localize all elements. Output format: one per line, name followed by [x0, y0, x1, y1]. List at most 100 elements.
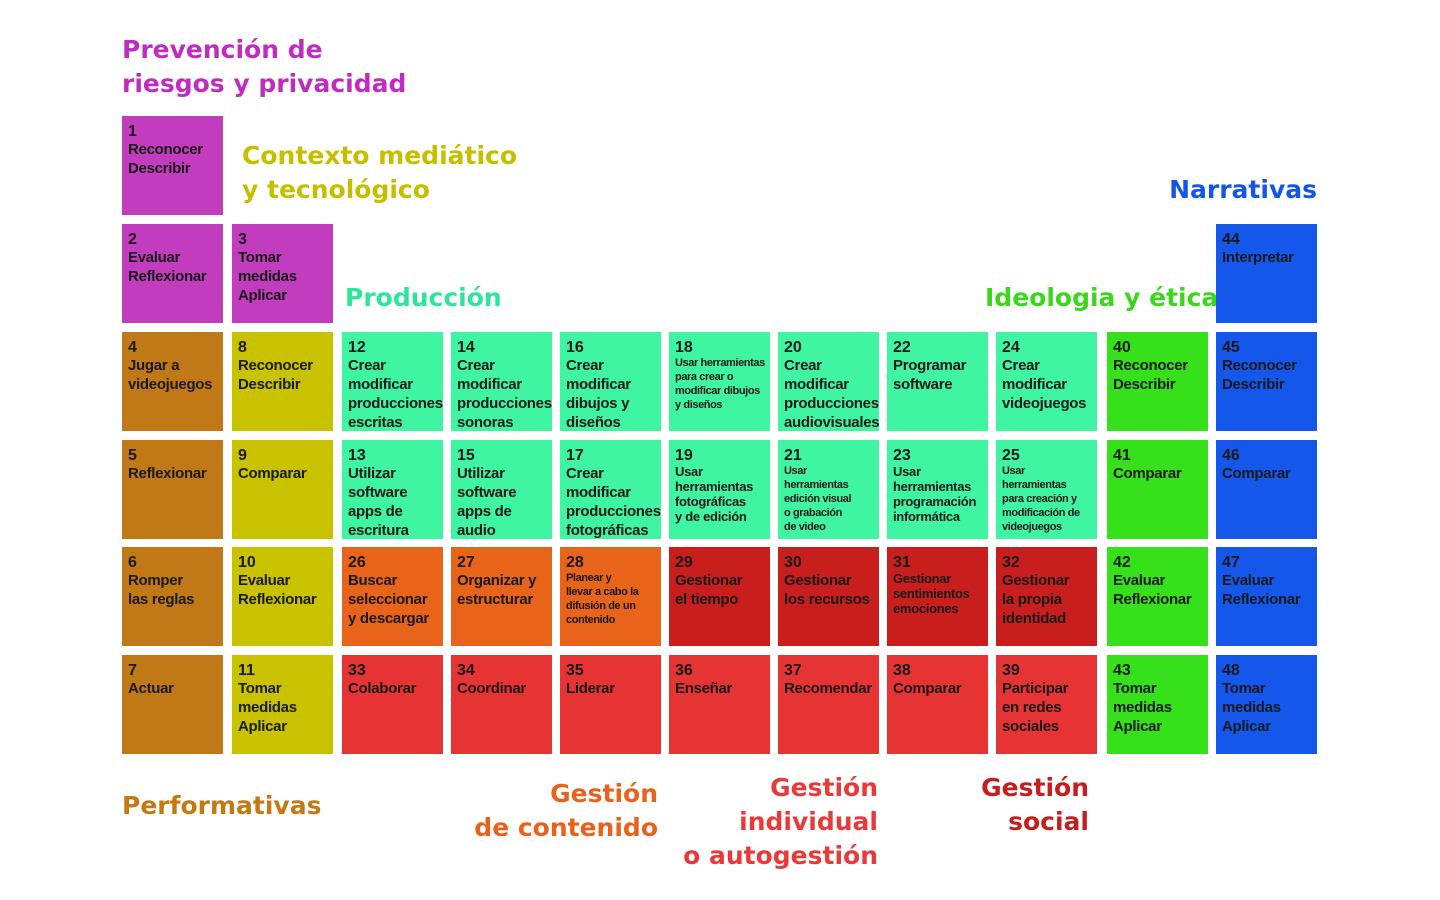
- cell-10: 10 Evaluar Reflexionar: [232, 547, 333, 646]
- cell-text: Usar herramientas programación informáti…: [893, 464, 977, 524]
- cell-18: 18 Usar herramientas para crear o modific…: [669, 332, 770, 431]
- cell-number: 6: [128, 554, 137, 571]
- cell-text: Colaborar: [348, 680, 417, 697]
- cell-text: Crear modificar producciones sonoras: [457, 357, 552, 431]
- cell-4: 4 Jugar a videojuegos: [122, 332, 223, 431]
- cell-29: 29 Gestionar el tiempo: [669, 547, 770, 646]
- cell-text: Gestionar el tiempo: [675, 572, 743, 608]
- category-label-gestion-contenido: Gestión de contenido: [474, 779, 658, 842]
- category-label-ideologia: Ideologia y ética: [985, 283, 1219, 312]
- cell-33: 33 Colaborar: [342, 655, 443, 754]
- cell-30: 30 Gestionar los recursos: [778, 547, 879, 646]
- category-label-gestion-social: Gestión social: [981, 773, 1089, 836]
- cell-44: 44 Interpretar: [1216, 224, 1317, 323]
- cell-number: 29: [675, 554, 693, 571]
- cell-number: 19: [675, 447, 693, 464]
- cell-number: 38: [893, 662, 911, 679]
- cell-48: 48 Tomar medidas Aplicar: [1216, 655, 1317, 754]
- cell-13: 13 Utilizar software apps de escritura: [342, 440, 443, 539]
- cell-20: 20 Crear modificar producciones audiovisu…: [778, 332, 879, 431]
- cell-39: 39 Participar en redes sociales: [996, 655, 1097, 754]
- cell-number: 32: [1002, 554, 1020, 571]
- cell-3: 3 Tomar medidas Aplicar: [232, 224, 333, 323]
- cell-number: 43: [1113, 662, 1131, 679]
- cell-number: 34: [457, 662, 475, 679]
- cell-number: 12: [348, 339, 366, 356]
- cell-42: 42 Evaluar Reflexionar: [1107, 547, 1208, 646]
- cell-text: Crear modificar producciones audiovisual…: [784, 357, 879, 431]
- cell-number: 22: [893, 339, 911, 356]
- cell-35: 35 Liderar: [560, 655, 661, 754]
- cell-text: Evaluar Reflexionar: [1113, 572, 1192, 608]
- cell-number: 8: [238, 339, 247, 356]
- cell-number: 48: [1222, 662, 1240, 679]
- cell-8: 8 Reconocer Describir: [232, 332, 333, 431]
- cell-number: 5: [128, 447, 137, 464]
- cell-number: 46: [1222, 447, 1240, 464]
- cell-number: 14: [457, 339, 475, 356]
- category-label-prevencion: Prevención de riesgos y privacidad: [122, 35, 407, 98]
- cell-number: 18: [675, 339, 693, 356]
- cell-9: 9 Comparar: [232, 440, 333, 539]
- cell-number: 27: [457, 554, 475, 571]
- cell-text: Evaluar Reflexionar: [128, 249, 207, 285]
- category-label-produccion: Producción: [345, 283, 502, 312]
- cell-text: Utilizar software apps de audio: [457, 465, 517, 539]
- cell-number: 20: [784, 339, 802, 356]
- cell-14: 14 Crear modificar producciones sonoras: [451, 332, 552, 431]
- cell-number: 11: [238, 662, 255, 679]
- cell-text: Crear modificar dibujos y diseños: [566, 357, 631, 431]
- cell-text: Utilizar software apps de escritura: [348, 465, 409, 539]
- cell-number: 45: [1222, 339, 1240, 356]
- cell-2: 2 Evaluar Reflexionar: [122, 224, 223, 323]
- cell-text: Tomar medidas Aplicar: [238, 249, 297, 304]
- cell-number: 36: [675, 662, 693, 679]
- cell-text: Crear modificar videojuegos: [1002, 357, 1087, 412]
- cell-number: 35: [566, 662, 584, 679]
- cell-number: 4: [128, 339, 137, 356]
- category-label-gestion-individual: Gestión individual o autogestión: [683, 773, 878, 870]
- cell-number: 17: [566, 447, 584, 464]
- cell-text: Participar en redes sociales: [1002, 680, 1069, 735]
- cell-text: Tomar medidas Aplicar: [1113, 680, 1172, 735]
- cell-38: 38 Comparar: [887, 655, 988, 754]
- cell-text: Reconocer Describir: [238, 357, 313, 393]
- cell-40: 40 Reconocer Describir: [1107, 332, 1208, 431]
- cell-number: 3: [238, 231, 247, 248]
- cell-22: 22 Programar software: [887, 332, 988, 431]
- cell-number: 2: [128, 231, 137, 248]
- cell-31: 31 Gestionar sentimientos emociones: [887, 547, 988, 646]
- cell-text: Gestionar los recursos: [784, 572, 870, 608]
- cell-11: 11 Tomar medidas Aplicar: [232, 655, 333, 754]
- cell-text: Comparar: [1113, 465, 1182, 482]
- cell-text: Tomar medidas Aplicar: [238, 680, 297, 735]
- cell-number: 42: [1113, 554, 1131, 571]
- cell-text: Interpretar: [1222, 249, 1294, 266]
- cell-number: 28: [566, 554, 584, 571]
- cell-text: Usar herramientas fotográficas y de edic…: [675, 464, 754, 524]
- cell-28: 28 Planear y llevar a cabo la difusión de…: [560, 547, 661, 646]
- cell-number: 13: [348, 447, 366, 464]
- cell-47: 47 Evaluar Reflexionar: [1216, 547, 1317, 646]
- cell-number: 24: [1002, 339, 1020, 356]
- cell-text: Usar herramientas para crear o modificar…: [675, 357, 765, 411]
- cell-text: Reconocer Describir: [128, 141, 203, 177]
- cell-text: Comparar: [1222, 465, 1291, 482]
- cell-text: Programar software: [893, 357, 967, 393]
- cell-text: Gestionar sentimientos emociones: [893, 571, 970, 616]
- cell-number: 44: [1222, 231, 1240, 248]
- cell-text: Organizar y estructurar: [457, 572, 537, 608]
- cell-37: 37 Recomendar: [778, 655, 879, 754]
- cell-text: Enseñar: [675, 680, 733, 697]
- cell-number: 7: [128, 662, 137, 679]
- category-label-performativas: Performativas: [122, 791, 322, 820]
- cell-text: Romper las reglas: [128, 572, 195, 608]
- cell-17: 17 Crear modificar producciones fotográfi…: [560, 440, 661, 539]
- cell-text: Comparar: [238, 465, 307, 482]
- cell-number: 33: [348, 662, 366, 679]
- cell-number: 21: [784, 447, 802, 464]
- cell-text: Evaluar Reflexionar: [238, 572, 317, 608]
- cell-27: 27 Organizar y estructurar: [451, 547, 552, 646]
- category-label-narrativas: Narrativas: [1169, 175, 1317, 204]
- cell-21: 21 Usar herramientas edición visual o gra…: [778, 440, 879, 539]
